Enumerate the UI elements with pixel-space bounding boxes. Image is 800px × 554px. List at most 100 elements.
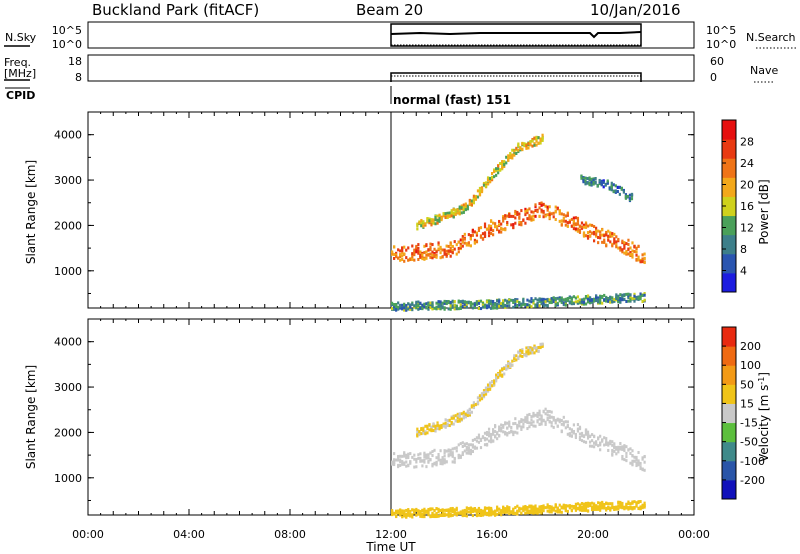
heatmap-cell [498,230,501,234]
heatmap-cell [593,297,596,301]
heatmap-cell [619,248,622,252]
heatmap-cell [421,459,424,463]
nsky-tick-bottom: 10^0 [52,38,82,51]
heatmap-cell [580,434,584,438]
heatmap-cell [423,455,426,459]
heatmap-cell [502,303,505,307]
heatmap-cell [443,459,446,463]
heatmap-cell [578,228,582,232]
heatmap-cell [417,257,420,261]
heatmap-cell [578,435,582,439]
heatmap-cell [578,432,582,436]
heatmap-cell [527,349,530,353]
heatmap-cell [560,219,563,223]
power-ylabel: Slant Range [km] [24,160,38,264]
heatmap-cell [625,292,628,296]
heatmap-cell [475,231,479,235]
heatmap-cell [459,244,462,248]
heatmap-cell [599,236,602,240]
heatmap-cell [601,506,604,510]
heatmap-cell [600,179,603,183]
heatmap-cell [468,408,471,412]
heatmap-cell [459,242,462,246]
heatmap-cell [477,510,481,514]
heatmap-cell [439,307,442,311]
heatmap-cell [443,248,446,252]
heatmap-cell [617,300,620,304]
heatmap-cell [451,304,454,308]
heatmap-cell [413,465,416,469]
heatmap-cell [603,504,606,508]
heatmap-cell [623,298,626,302]
heatmap-cell [526,416,529,420]
heatmap-cell [427,456,430,460]
heatmap-cell [570,297,573,301]
heatmap-cell [391,513,394,517]
nsky-label: N.Sky [5,31,37,44]
nsearch-tick-bottom: 10^0 [706,38,736,51]
heatmap-cell [481,302,485,306]
heatmap-cell [438,217,441,221]
heatmap-cell [475,302,479,306]
heatmap-cell [506,421,509,425]
heatmap-cell [625,459,628,463]
heatmap-cell [612,183,615,187]
heatmap-cell [532,505,535,509]
heatmap-cell [455,449,458,453]
heatmap-cell [419,456,422,460]
heatmap-cell [601,500,604,504]
heatmap-cell [489,435,493,439]
heatmap-cell [506,223,509,227]
heatmap-cell [570,508,573,512]
heatmap-cell [500,222,503,226]
heatmap-cell [517,144,520,148]
heatmap-cell [584,428,588,432]
heatmap-cell [417,512,420,516]
heatmap-cell [564,506,567,510]
heatmap-cell [411,455,414,459]
heatmap-cell [449,254,452,258]
heatmap-cell [524,221,527,225]
heatmap-cell [403,306,406,310]
heatmap-cell [393,303,396,307]
heatmap-cell [576,229,580,233]
heatmap-cell [544,422,547,426]
heatmap-cell [436,221,439,225]
heatmap-cell [554,217,557,221]
heatmap-cell [438,219,441,223]
heatmap-cell [482,183,486,187]
heatmap-cell [497,164,500,168]
heatmap-cell [506,508,509,512]
heatmap-cell [605,233,608,237]
heatmap-cell [441,306,444,310]
heatmap-cell [494,303,497,307]
heatmap-cell [615,452,618,456]
heatmap-cell [631,249,634,253]
heatmap-cell [542,209,545,213]
heatmap-cell [602,185,605,189]
heatmap-cell [518,212,521,216]
heatmap-cell [455,446,458,450]
colorbar-segment [722,441,736,462]
heatmap-cell [637,463,640,467]
heatmap-cell [558,418,561,422]
heatmap-cell [501,166,504,170]
heatmap-cell [429,246,432,250]
heatmap-cell [556,296,559,300]
colorbar-segment [722,365,736,385]
heatmap-cell [490,384,494,388]
heatmap-cell [498,304,501,308]
heatmap-cell [471,445,474,449]
heatmap-cell [568,432,571,436]
heatmap-cell [568,427,571,431]
heatmap-cell [586,501,590,505]
heatmap-cell [487,513,491,517]
heatmap-cell [586,300,590,304]
heatmap-cell [498,425,501,429]
heatmap-cell [546,413,549,417]
heatmap-cell [460,211,463,215]
heatmap-cell [465,509,468,513]
heatmap-cell [451,460,454,464]
heatmap-cell [475,436,479,440]
heatmap-cell [480,187,484,191]
